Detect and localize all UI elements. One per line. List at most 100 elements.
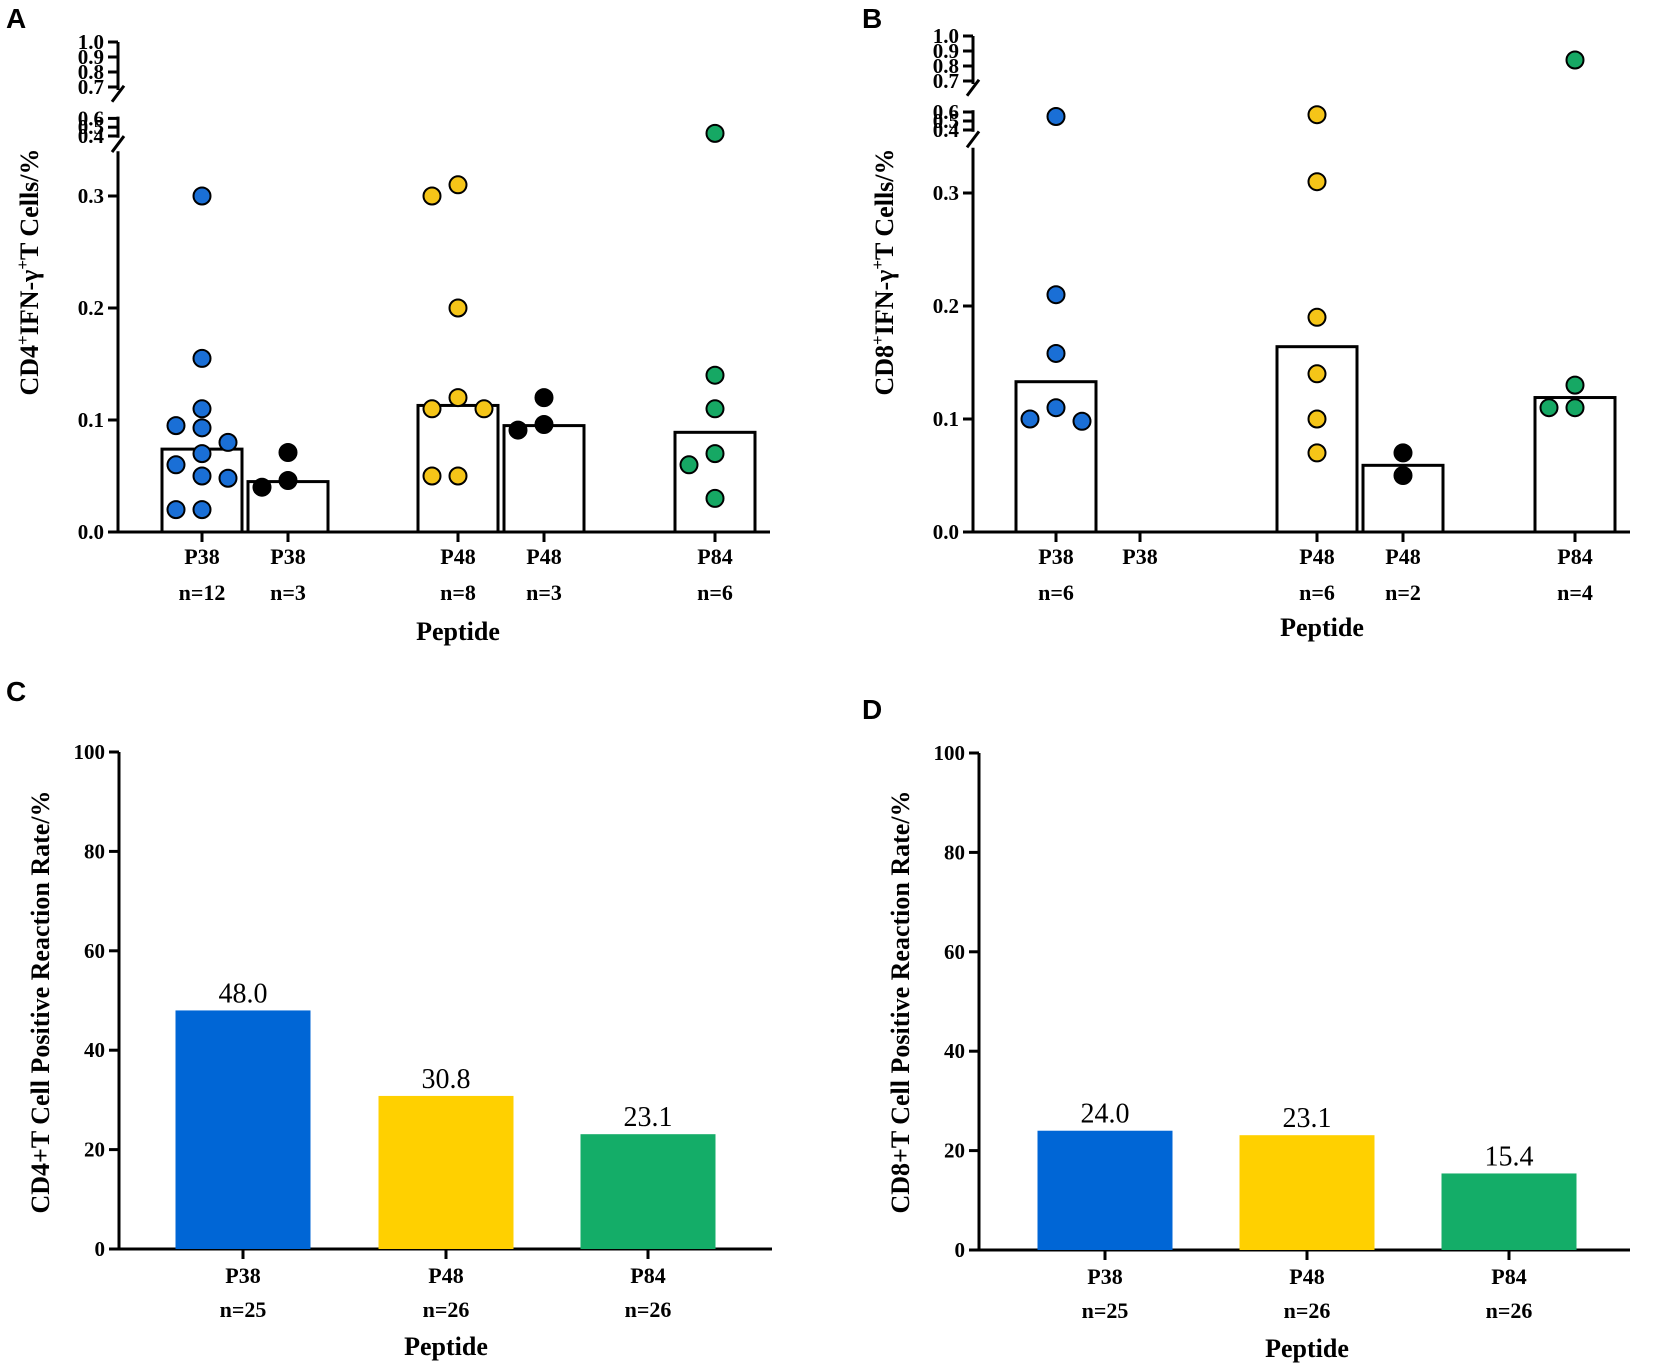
d-category-label: P84 [1491, 1264, 1526, 1289]
d-bar-value-label: 23.1 [1283, 1103, 1332, 1134]
panel-c-x-axis-label: Peptide [404, 1332, 488, 1361]
a-category-label: P48 [440, 544, 475, 569]
c-bar-value-label: 30.8 [422, 1064, 471, 1095]
d-n-label: n=25 [1082, 1298, 1129, 1323]
c-bar [580, 1134, 716, 1249]
b-y-tick-label: 1.0 [933, 24, 959, 48]
b-data-point [1307, 364, 1327, 384]
panel-a-y-axis-label: CD4+IFN-γ+T Cells/% [13, 148, 44, 395]
a-category-label: P84 [697, 544, 732, 569]
panel-a-x-axis-label: Peptide [416, 617, 500, 646]
a-data-point [192, 466, 212, 486]
b-y-tick-label: 0.2 [933, 294, 959, 318]
a-data-point [192, 500, 212, 520]
d-bar [1037, 1130, 1173, 1250]
panel-d-y-ticks: 0 20 40 60 80 100 [934, 741, 979, 1262]
panel-b-y-axis-label: CD8+IFN-γ+T Cells/% [868, 148, 899, 395]
b-data-point [1046, 343, 1066, 363]
panel-c: C CD4+T Cell Positive Reaction Rate/% 48… [6, 676, 772, 1361]
a-data-point [278, 442, 298, 462]
a-y-tick-label: 0.2 [78, 296, 104, 320]
a-data-point [192, 348, 212, 368]
b-n-label: n=6 [1299, 580, 1335, 605]
panel-b-categories: P38 n=6 P38 P48 n=6 P48 n=2 P84 n=4 [1038, 544, 1593, 605]
panel-a-y-ticks: 0.0 0.1 0.2 0.3 0.40.50.6 0.70.80.91.0 [78, 30, 118, 544]
b-y-tick-label: 0.3 [933, 181, 959, 205]
b-axis-break-0 [965, 130, 981, 149]
b-data-point [1565, 50, 1585, 70]
panel-c-categories: P38 n=25 P48 n=26 P84 n=26 [220, 1263, 672, 1322]
c-bar-value-label: 48.0 [219, 978, 268, 1009]
d-y-tick-label: 20 [944, 1139, 965, 1163]
panel-c-y-ticks: 0 20 40 60 80 100 [74, 740, 119, 1261]
d-category-label: P38 [1087, 1264, 1122, 1289]
b-y-tick-label: 0.4 [933, 118, 960, 142]
b-data-point [1046, 398, 1066, 418]
a-data-point [448, 175, 468, 195]
d-bar [1239, 1135, 1375, 1250]
a-data-point [252, 477, 272, 497]
b-y-tick-label: 0.6 [933, 100, 959, 124]
a-category-label: P38 [270, 544, 305, 569]
c-category-label: P38 [225, 1263, 260, 1288]
panel-c-letter: C [6, 676, 26, 707]
a-data-point [192, 186, 212, 206]
c-y-tick-label: 80 [84, 839, 105, 863]
a-y-tick-label: 1.0 [78, 30, 104, 54]
a-data-point [705, 399, 725, 419]
panel-b-x-axis-label: Peptide [1280, 613, 1364, 642]
a-n-label: n=12 [179, 580, 226, 605]
b-data-point [1539, 398, 1559, 418]
b-axis-break-1 [965, 78, 981, 97]
a-data-point [422, 466, 442, 486]
a-data-point [192, 444, 212, 464]
a-data-point [448, 466, 468, 486]
d-y-tick-label: 40 [944, 1039, 965, 1063]
a-y-tick-label: 0.3 [78, 184, 104, 208]
a-category-label: P48 [526, 544, 561, 569]
a-n-label: n=6 [697, 580, 733, 605]
a-y-tick-label: 0.0 [78, 520, 104, 544]
b-data-point [1307, 172, 1327, 192]
panel-d-categories: P38 n=25 P48 n=26 P84 n=26 [1082, 1264, 1533, 1323]
a-n-label: n=8 [440, 580, 476, 605]
b-data-point [1046, 107, 1066, 126]
a-data-point [474, 399, 494, 419]
a-data-point [705, 123, 725, 143]
a-y-tick-label: 0.1 [78, 408, 104, 432]
a-data-point [448, 298, 468, 318]
b-y-tick-label: 0.8 [933, 54, 959, 78]
a-data-point [166, 500, 186, 520]
a-axis-break-1 [110, 84, 126, 103]
b-n-label: n=4 [1557, 580, 1593, 605]
c-n-label: n=25 [220, 1297, 267, 1322]
d-category-label: P48 [1289, 1264, 1324, 1289]
b-data-point [1393, 466, 1413, 485]
panel-b-y-ticks: 0.0 0.1 0.2 0.3 0.40.50.6 0.70.80.91.0 [933, 24, 973, 544]
b-data-point [1307, 307, 1327, 327]
c-bar-value-label: 23.1 [624, 1102, 673, 1133]
panel-a: A CD4+IFN-γ+T Cells/% 0.0 0.1 0.2 0.3 0.40.5… [6, 3, 770, 646]
panel-a-points [166, 123, 725, 520]
a-data-point [218, 432, 238, 452]
panel-a-letter: A [6, 3, 26, 34]
a-category-label: P38 [184, 544, 219, 569]
a-data-point [192, 418, 212, 438]
a-data-point [166, 455, 186, 475]
a-data-point [705, 444, 725, 464]
a-data-point [679, 455, 699, 475]
a-y-tick-label: 0.8 [78, 60, 104, 84]
panel-b-points [1020, 50, 1585, 485]
a-n-label: n=3 [526, 580, 562, 605]
b-data-point [1393, 443, 1413, 463]
a-data-point [278, 470, 298, 490]
b-category-label: P48 [1385, 544, 1420, 569]
a-data-point [166, 416, 186, 436]
panel-a-categories: P38 n=12 P38 n=3 P48 n=8 P48 n=3 P84 n=6 [179, 544, 733, 605]
a-data-point [534, 414, 554, 434]
panel-c-bars: 48.0 30.8 23.1 [175, 978, 716, 1249]
b-y-tick-label: 0.0 [933, 520, 959, 544]
d-n-label: n=26 [1486, 1298, 1533, 1323]
c-category-label: P84 [630, 1263, 665, 1288]
